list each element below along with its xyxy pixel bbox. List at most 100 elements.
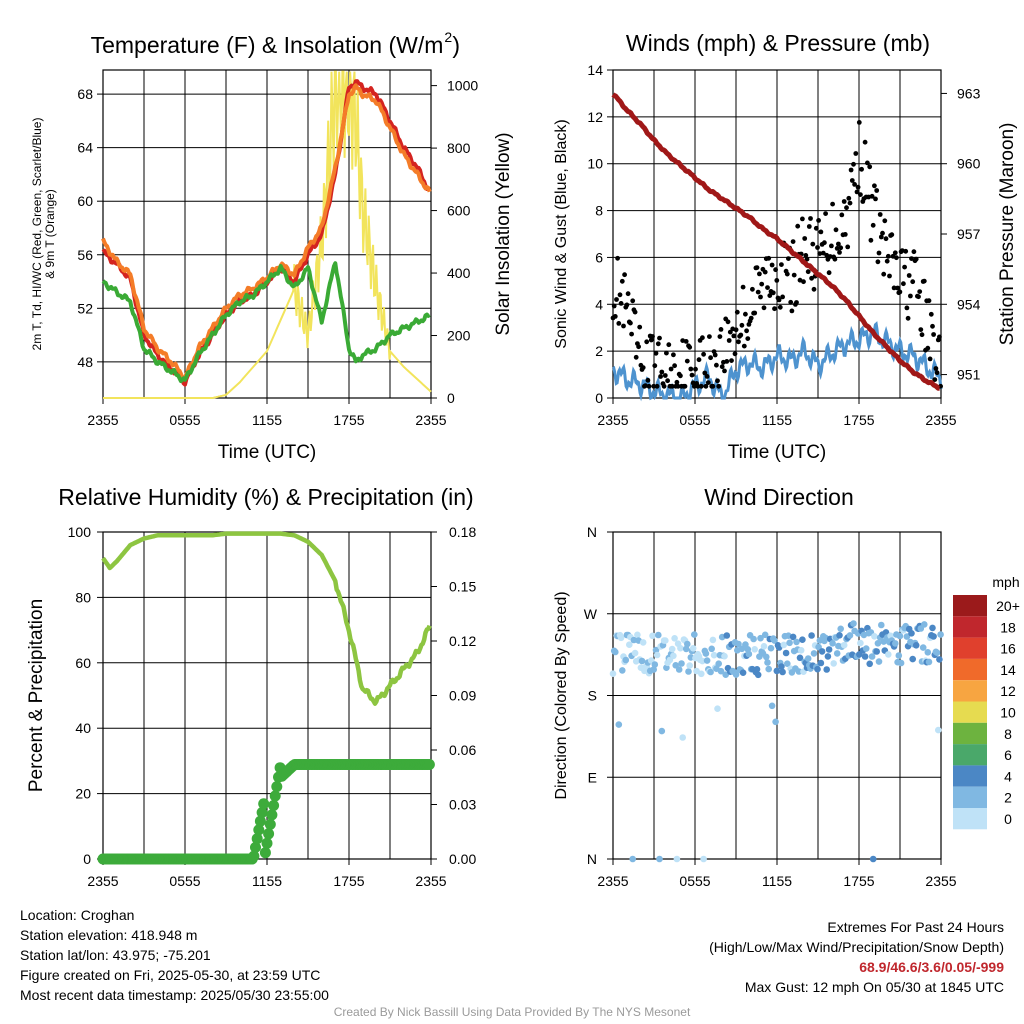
gust-point	[806, 224, 812, 229]
gust-point	[762, 269, 768, 275]
direction-point	[750, 635, 757, 643]
gust-point	[790, 239, 796, 245]
direction-point	[869, 855, 877, 863]
x-tick-label: 2355	[415, 412, 446, 428]
gust-point	[779, 262, 784, 267]
gust-point	[810, 241, 816, 247]
gust-point	[668, 366, 674, 372]
direction-point	[796, 654, 804, 662]
direction-point	[703, 657, 711, 664]
location-text: Location: Croghan	[20, 907, 135, 923]
gust-point	[640, 365, 646, 370]
direction-point	[909, 655, 916, 663]
gust-point	[859, 166, 864, 172]
x-tick-label: 1755	[843, 873, 874, 889]
y2-tick-label: 200	[447, 328, 471, 344]
direction-point	[615, 721, 623, 728]
direction-point	[808, 632, 815, 639]
x-tick-label: 1155	[252, 412, 282, 428]
wind-line	[612, 321, 943, 402]
gust-point	[722, 368, 727, 374]
pressure-line	[611, 92, 941, 391]
direction-point	[707, 668, 714, 676]
gust-point	[629, 331, 634, 337]
gust-point	[662, 373, 668, 378]
gust-point	[619, 278, 625, 284]
gust-point	[707, 334, 712, 339]
legend-label: 4	[1004, 768, 1012, 784]
latlon-text: Station lat/lon: 43.975; -75.201	[20, 947, 211, 963]
gust-point	[875, 259, 881, 265]
extremes-subtitle: (High/Low/Max Wind/Precipitation/Snow De…	[709, 939, 1004, 955]
y2-axis-label: Station Pressure (Maroon)	[997, 123, 1018, 346]
gust-point	[882, 218, 888, 224]
precip-point	[248, 850, 260, 862]
direction-point	[825, 646, 833, 653]
gust-point	[755, 289, 761, 295]
gust-point	[657, 335, 662, 341]
gust-point	[867, 164, 873, 170]
gust-point	[804, 256, 810, 262]
direction-point	[912, 642, 920, 649]
gust-point	[714, 362, 719, 368]
legend-label: 10	[1000, 705, 1016, 721]
legend-title: mph	[992, 574, 1019, 590]
gust-point	[693, 366, 698, 372]
recent-data-text: Most recent data timestamp: 2025/05/30 2…	[20, 987, 329, 1003]
direction-point	[763, 653, 770, 661]
gust-point	[741, 343, 747, 349]
gust-point	[654, 383, 660, 389]
rh-line	[101, 531, 432, 706]
gust-point	[761, 305, 767, 311]
direction-point	[897, 659, 905, 667]
direction-point	[830, 660, 837, 667]
y-tick-label: 10	[587, 156, 603, 172]
gust-point	[688, 366, 694, 372]
temp-title: Temperature (F) & Insolation (W/m	[91, 32, 444, 58]
gust-point	[820, 250, 826, 256]
gust-point	[687, 344, 693, 350]
gust-point	[884, 258, 890, 264]
direction-point	[784, 660, 791, 667]
gust-point	[773, 267, 778, 273]
y-tick-label: W	[584, 606, 598, 622]
gust-point	[739, 322, 745, 328]
direction-point	[761, 631, 769, 639]
y-axis-label: Sonic Wind & Gust (Blue, Black)	[553, 119, 570, 348]
direction-point	[622, 656, 630, 664]
direction-point	[671, 635, 678, 642]
gust-point	[678, 373, 683, 379]
gust-point	[774, 278, 780, 283]
direction-point	[824, 653, 832, 660]
gust-point	[752, 310, 758, 316]
gust-point	[669, 383, 675, 389]
gust-point	[889, 232, 895, 238]
direction-point	[634, 631, 641, 639]
precip-point	[268, 800, 280, 811]
direction-point	[684, 640, 691, 648]
gust-point	[612, 314, 618, 319]
direction-point	[818, 648, 826, 655]
direction-point	[662, 637, 669, 644]
y2-tick-label: 0.09	[449, 688, 476, 704]
x-tick-label: 0555	[679, 873, 710, 889]
y2-tick-label: 960	[957, 156, 981, 172]
legend-label: 20+	[996, 598, 1020, 614]
gust-point	[702, 370, 708, 376]
gust-point	[829, 243, 834, 249]
legend-label: 12	[1000, 683, 1016, 699]
direction-point	[850, 620, 857, 627]
direction-point	[866, 660, 873, 668]
y2-tick-label: 0.00	[449, 851, 476, 867]
direction-point	[778, 663, 785, 670]
gust-point	[703, 383, 709, 389]
direction-point	[875, 658, 883, 665]
gust-point	[765, 285, 770, 290]
gust-point	[895, 285, 900, 291]
direction-point	[626, 641, 633, 648]
precip-point	[271, 781, 283, 793]
legend-swatch	[953, 786, 987, 808]
gust-point	[661, 383, 667, 389]
gust-point	[932, 377, 938, 382]
x-tick-label: 2355	[597, 873, 628, 889]
